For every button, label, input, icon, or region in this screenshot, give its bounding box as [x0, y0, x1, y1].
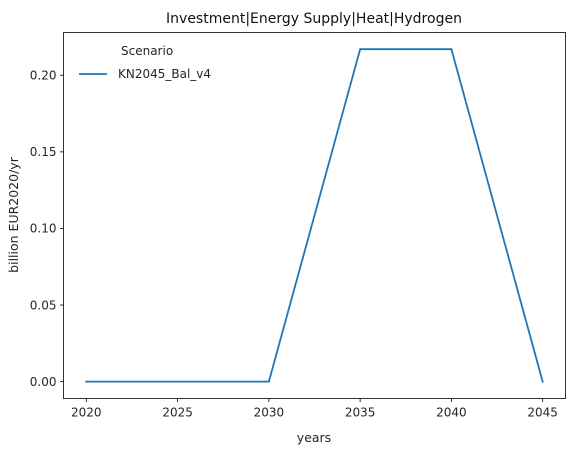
legend-label-kn2045-bal-v4: KN2045_Bal_v4: [118, 67, 211, 81]
data-point: [541, 380, 544, 383]
chart-title: Investment|Energy Supply|Heat|Hydrogen: [166, 11, 462, 27]
y-tick-label: 0.00: [30, 375, 57, 389]
y-tick-label: 0.15: [30, 145, 57, 159]
x-axis-title: years: [297, 430, 331, 445]
data-point: [267, 380, 270, 383]
series-layer: [85, 48, 544, 383]
data-point: [359, 48, 362, 51]
x-axis: 2020 2025 2030 2035 2040 2045: [71, 398, 558, 420]
y-tick-label: 0.05: [30, 298, 57, 312]
x-tick-label: 2020: [71, 406, 102, 420]
data-point: [176, 380, 179, 383]
legend-title: Scenario: [121, 44, 173, 58]
legend: Scenario KN2045_Bal_v4: [79, 44, 211, 81]
y-axis-title: billion EUR2020/yr: [6, 156, 21, 273]
x-tick-label: 2040: [436, 406, 467, 420]
series-line-kn2045-bal-v4: [85, 48, 544, 383]
data-point: [450, 48, 453, 51]
y-tick-label: 0.20: [30, 69, 57, 83]
x-tick-label: 2030: [254, 406, 285, 420]
x-tick-label: 2035: [345, 406, 376, 420]
plot-area: [63, 32, 566, 399]
x-tick-label: 2025: [162, 406, 193, 420]
y-tick-label: 0.10: [30, 222, 57, 236]
y-axis: 0.00 0.05 0.10 0.15 0.20: [30, 69, 64, 389]
x-tick-label: 2045: [527, 406, 558, 420]
data-point: [85, 380, 88, 383]
